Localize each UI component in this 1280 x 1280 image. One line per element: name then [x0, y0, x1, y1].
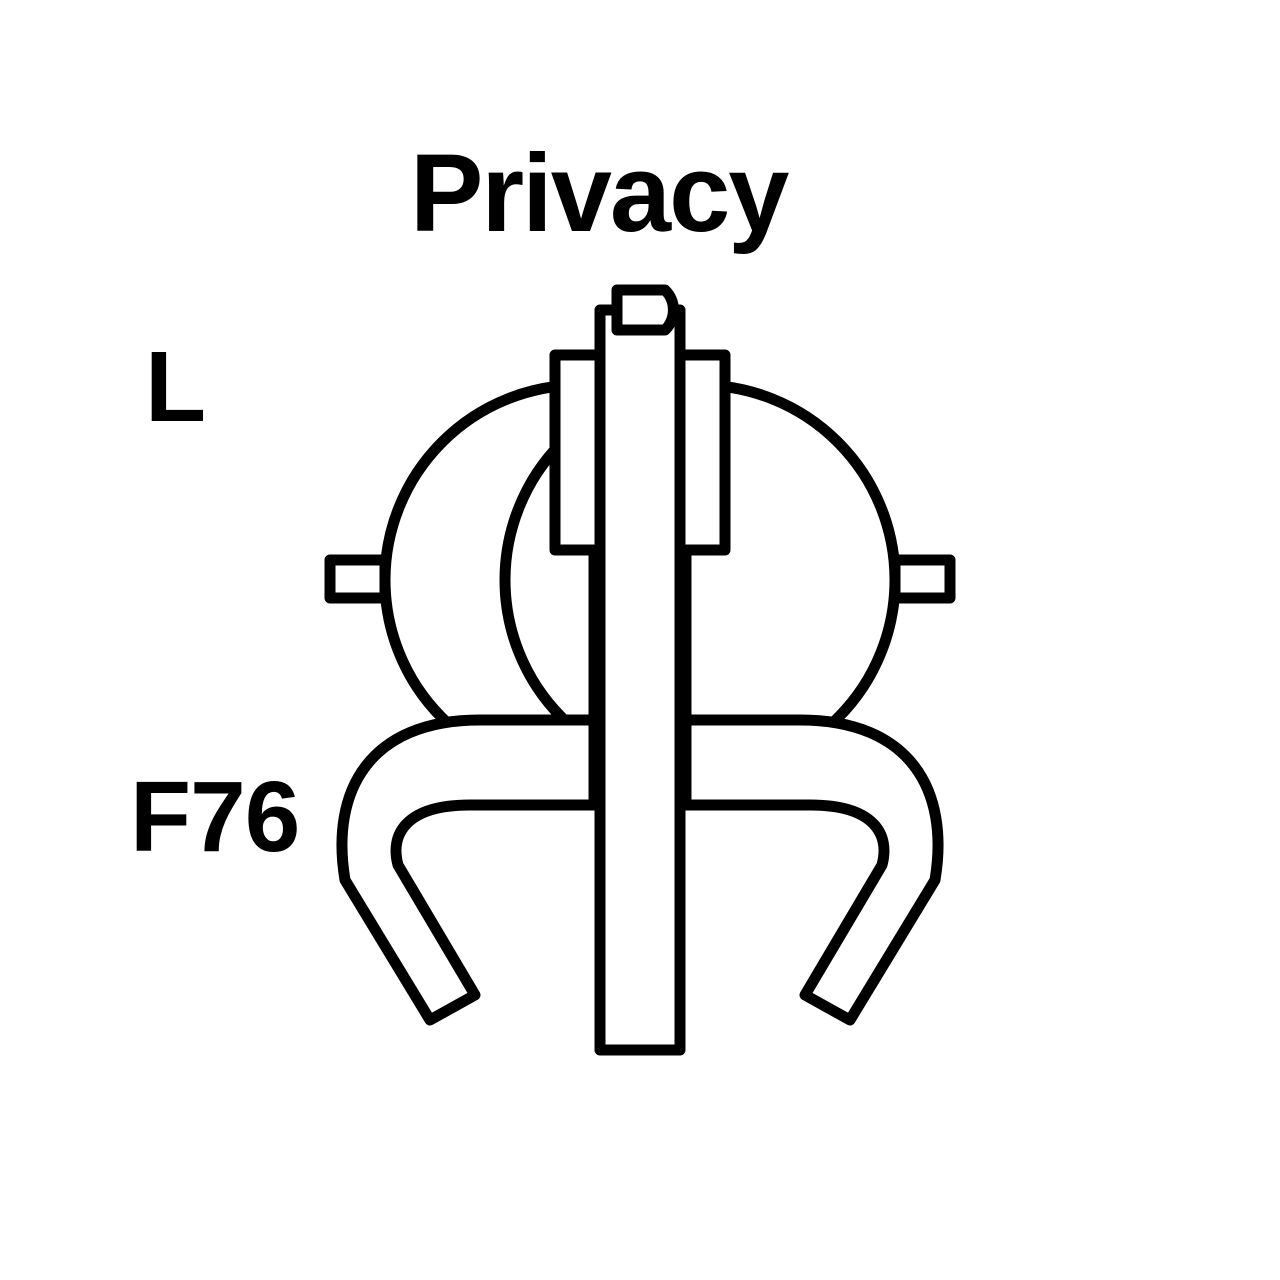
lock-diagram [0, 0, 1280, 1280]
diagram-canvas: Privacy L F76 [0, 0, 1280, 1280]
